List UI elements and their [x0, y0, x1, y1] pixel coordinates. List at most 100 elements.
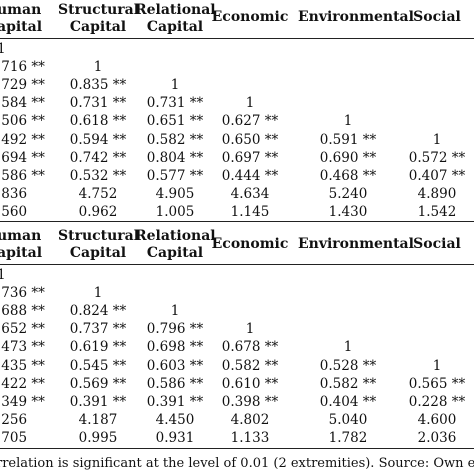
- table-cell: .694 **: [0, 149, 45, 166]
- table-cell: 0.228 **: [408, 393, 466, 410]
- table-cell: 1: [0, 267, 6, 283]
- header-human-line2: apital: [0, 19, 43, 35]
- table-cell: 1: [432, 131, 442, 148]
- table-cell: 0.407 **: [408, 167, 466, 184]
- table-cell: 0.565 **: [408, 375, 466, 392]
- table-cell: 4.890: [417, 185, 457, 202]
- table-cell: 0.532 **: [69, 167, 127, 184]
- table-cell: .506 **: [0, 113, 45, 130]
- table-cell: 0.398 **: [221, 393, 279, 410]
- table-cell: 0.698 **: [146, 339, 204, 356]
- header-structural-line1: Structural: [58, 2, 140, 18]
- rule-bottom: [0, 448, 474, 449]
- table-cell: 0.731 **: [69, 95, 127, 112]
- table-cell: 1: [343, 339, 353, 356]
- table-cell: 1: [170, 77, 180, 94]
- table-cell: 4.600: [417, 411, 457, 428]
- table-cell: 1: [170, 303, 180, 320]
- table-cell: .435 **: [0, 357, 45, 374]
- table-cell: 0.678 **: [221, 339, 279, 356]
- table-cell: 4.187: [78, 411, 118, 428]
- table-cell: 0.618 **: [69, 113, 127, 130]
- table-cell: .716 **: [0, 59, 45, 76]
- table-cell: 0.796 **: [146, 321, 204, 338]
- table-cell: .492 **: [0, 131, 45, 148]
- header-relational-line2: Capital: [146, 245, 204, 261]
- table-cell: 0.651 **: [146, 113, 204, 130]
- header-structural-capital-1: Structural Capital: [58, 2, 140, 36]
- header-environmental-1: Environmental: [298, 9, 414, 25]
- table-cell: 0.591 **: [319, 131, 377, 148]
- table-cell: 4.634: [230, 185, 270, 202]
- table-cell: 0.995: [78, 429, 118, 446]
- header-environmental-2: Environmental: [298, 236, 414, 252]
- table-cell: 0.742 **: [69, 149, 127, 166]
- header-structural-capital-2: Structural Capital: [58, 228, 140, 262]
- table-cell: .349 **: [0, 393, 45, 410]
- header-human-line1: uman: [0, 228, 42, 244]
- header-human-line1: uman: [0, 2, 42, 18]
- table-cell: .473 **: [0, 339, 45, 356]
- table-cell: .256: [0, 411, 28, 428]
- header-relational-line1: Relational: [135, 2, 216, 18]
- table-cell: 1.145: [230, 203, 270, 220]
- header-structural-line1: Structural: [58, 228, 140, 244]
- header-relational-capital-1: Relational Capital: [135, 2, 216, 36]
- table-cell: 0.594 **: [69, 131, 127, 148]
- table-cell: 0.572 **: [408, 149, 466, 166]
- rule-header-2: [0, 264, 474, 265]
- table-cell: 0.468 **: [319, 167, 377, 184]
- table-cell: 0.582 **: [146, 131, 204, 148]
- table-cell: 0.582 **: [319, 375, 377, 392]
- header-economic-2: Economic: [211, 236, 289, 252]
- table-cell: 1.430: [328, 203, 368, 220]
- table-cell: 1.005: [155, 203, 195, 220]
- table-cell: 0.545 **: [69, 357, 127, 374]
- table-cell: 0.582 **: [221, 357, 279, 374]
- table-cell: 1: [343, 113, 353, 130]
- table-cell: 0.731 **: [146, 95, 204, 112]
- header-social-1: Social: [413, 9, 461, 25]
- table-cell: .652 **: [0, 321, 45, 338]
- table-cell: 0.586 **: [146, 375, 204, 392]
- table-cell: .688 **: [0, 303, 45, 320]
- table-cell: 4.450: [155, 411, 195, 428]
- table-cell: 4.802: [230, 411, 270, 428]
- table-cell: .584 **: [0, 95, 45, 112]
- table-cell: 0.835 **: [69, 77, 127, 94]
- header-human-line2: apital: [0, 245, 43, 261]
- table-cell: .836: [0, 185, 28, 202]
- table-cell: 0.444 **: [221, 167, 279, 184]
- table-cell: 0.404 **: [319, 393, 377, 410]
- table-cell: 4.752: [78, 185, 118, 202]
- table-cell: 0.931: [155, 429, 195, 446]
- table-cell: 0.804 **: [146, 149, 204, 166]
- table-cell: 0.603 **: [146, 357, 204, 374]
- rule-header-1: [0, 38, 474, 39]
- header-human-capital-1: uman apital: [0, 2, 43, 36]
- table-cell: 0.690 **: [319, 149, 377, 166]
- header-structural-line2: Capital: [69, 245, 127, 261]
- table-cell: 0.627 **: [221, 113, 279, 130]
- table-cell: 0.962: [78, 203, 118, 220]
- header-relational-capital-2: Relational Capital: [135, 228, 216, 262]
- table-cell: 1: [432, 357, 442, 374]
- table-cell: 1.133: [230, 429, 270, 446]
- table-cell: 0.650 **: [221, 131, 279, 148]
- table-cell: 0.577 **: [146, 167, 204, 184]
- table-cell: 0.528 **: [319, 357, 377, 374]
- table-cell: 0.824 **: [69, 303, 127, 320]
- table-cell: 1: [93, 285, 103, 302]
- table-cell: 0.569 **: [69, 375, 127, 392]
- table-cell: 1: [0, 41, 6, 57]
- header-structural-line2: Capital: [69, 19, 127, 35]
- table-cell: 0.610 **: [221, 375, 279, 392]
- table-cell: 1: [245, 95, 255, 112]
- table-cell: .729 **: [0, 77, 45, 94]
- footnote: rrelation is significant at the level of…: [0, 456, 474, 471]
- table-cell: 0.391 **: [69, 393, 127, 410]
- rule-between-tables: [0, 221, 474, 222]
- table-cell: 5.240: [328, 185, 368, 202]
- table-cell: 1.542: [417, 203, 457, 220]
